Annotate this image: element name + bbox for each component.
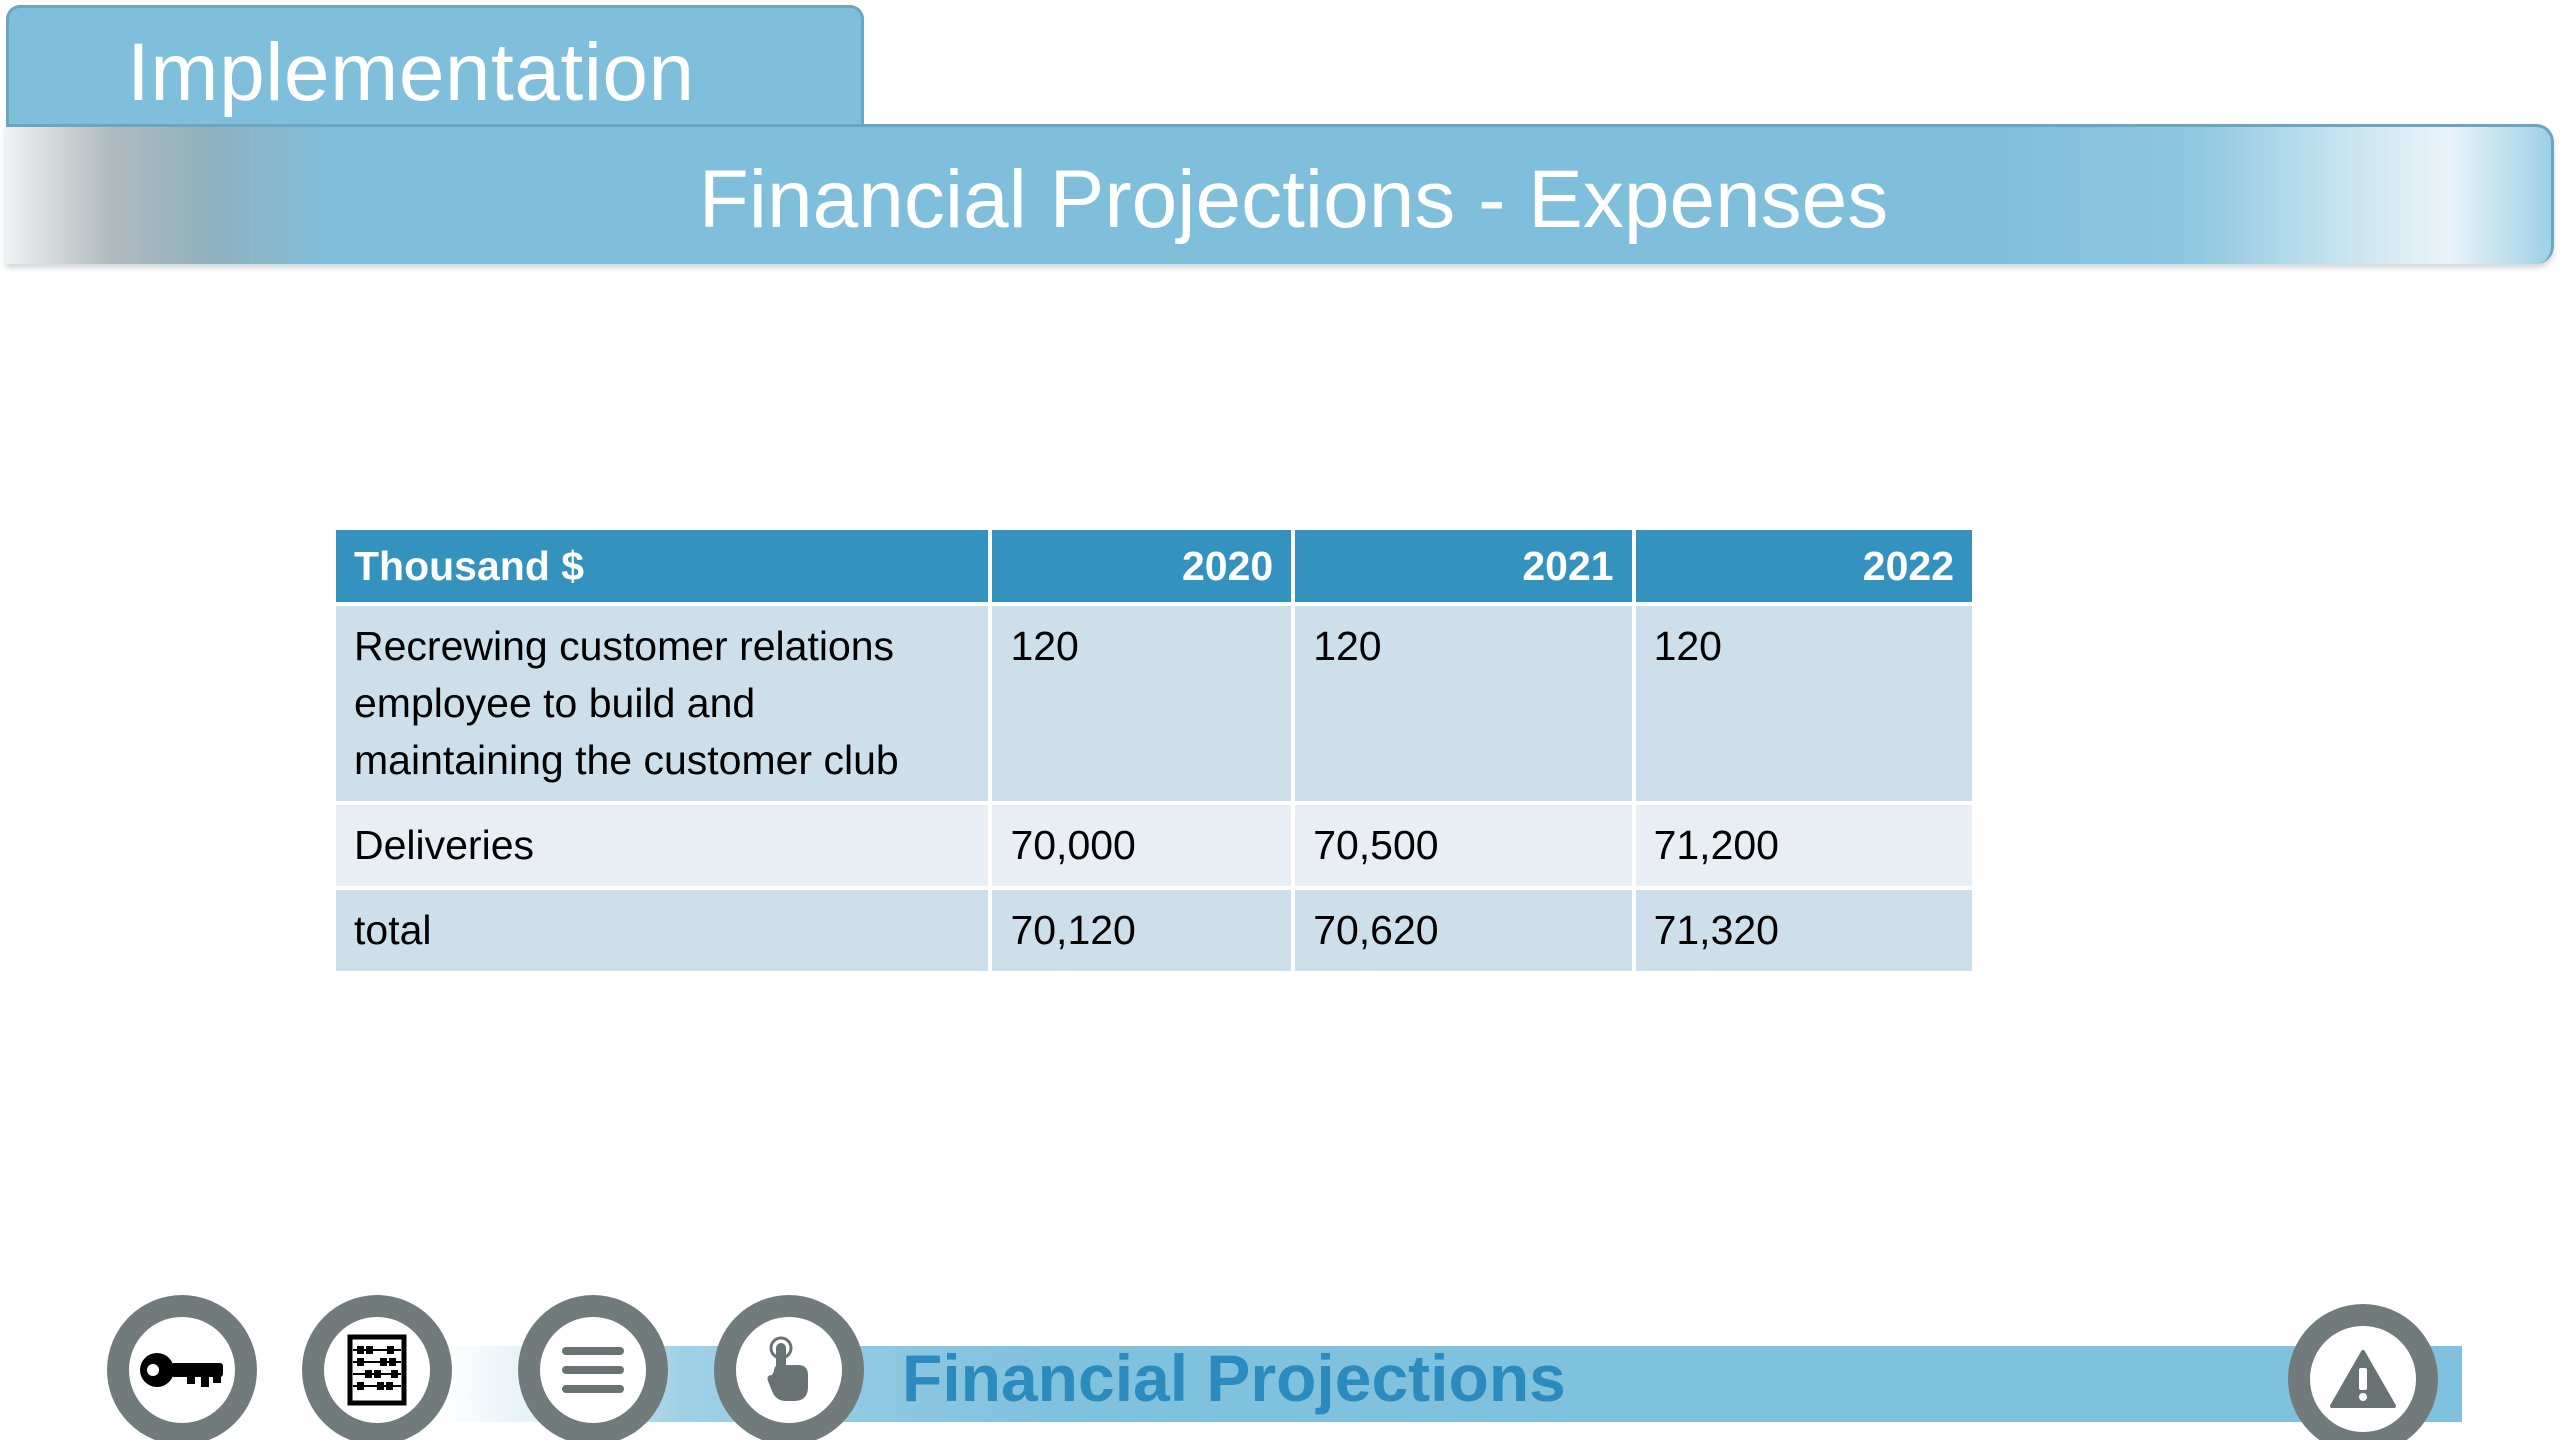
cell-value: 70,620 bbox=[1295, 890, 1632, 971]
expense-table: Thousand $ 2020 2021 2022 Recrewing cust… bbox=[332, 526, 1976, 975]
column-header-2022: 2022 bbox=[1635, 530, 1972, 602]
column-header-2020: 2020 bbox=[992, 530, 1292, 602]
column-header-2021: 2021 bbox=[1295, 530, 1632, 602]
cell-value: 71,200 bbox=[1635, 805, 1972, 886]
key-nav-button[interactable] bbox=[107, 1295, 257, 1440]
abacus-icon bbox=[324, 1317, 430, 1423]
page-title: Financial Projections - Expenses bbox=[698, 154, 1889, 245]
cell-value: 120 bbox=[1635, 606, 1972, 801]
title-bar: Financial Projections - Expenses bbox=[6, 124, 2554, 264]
key-icon bbox=[129, 1317, 235, 1423]
row-label: total bbox=[336, 890, 989, 971]
row-label: Deliveries bbox=[336, 805, 989, 886]
cell-value: 120 bbox=[992, 606, 1292, 801]
warning-nav-button[interactable] bbox=[2288, 1304, 2438, 1440]
table-header-row: Thousand $ 2020 2021 2022 bbox=[336, 530, 1972, 602]
footer-label: Financial Projections bbox=[902, 1341, 1566, 1415]
section-tab: Implementation bbox=[6, 5, 864, 127]
menu-icon bbox=[540, 1317, 646, 1423]
row-label: Recrewing customer relations employee to… bbox=[336, 606, 989, 801]
cell-value: 120 bbox=[1295, 606, 1632, 801]
cell-value: 71,320 bbox=[1635, 890, 1972, 971]
warning-icon bbox=[2310, 1326, 2416, 1432]
column-header-label: Thousand $ bbox=[336, 530, 989, 602]
cell-value: 70,120 bbox=[992, 890, 1292, 971]
menu-nav-button[interactable] bbox=[518, 1295, 668, 1440]
cell-value: 70,000 bbox=[992, 805, 1292, 886]
abacus-nav-button[interactable] bbox=[302, 1295, 452, 1440]
table-row: Recrewing customer relations employee to… bbox=[336, 606, 1972, 801]
touch-icon bbox=[736, 1317, 842, 1423]
cell-value: 70,500 bbox=[1295, 805, 1632, 886]
section-label: Implementation bbox=[127, 27, 695, 118]
table-row: total 70,120 70,620 71,320 bbox=[336, 890, 1972, 971]
table-row: Deliveries 70,000 70,500 71,200 bbox=[336, 805, 1972, 886]
touch-nav-button[interactable] bbox=[714, 1295, 864, 1440]
